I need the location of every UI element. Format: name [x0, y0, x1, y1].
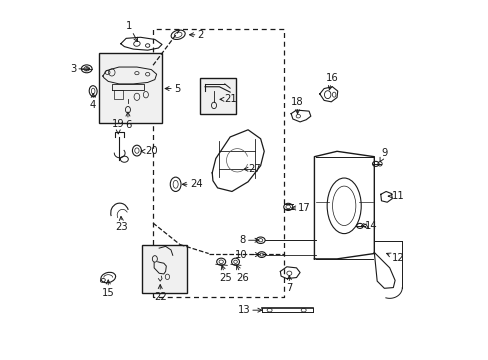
Text: 15: 15	[102, 280, 114, 298]
Text: 27: 27	[244, 164, 261, 174]
Text: 5: 5	[165, 84, 180, 94]
Bar	[113, 90, 122, 99]
Bar	[99, 53, 162, 123]
Text: 1: 1	[125, 21, 137, 42]
Bar	[199, 78, 235, 114]
Bar	[99, 53, 162, 123]
Text: 2: 2	[189, 30, 203, 40]
Text: 9: 9	[379, 148, 387, 162]
Text: 10: 10	[235, 249, 259, 260]
Text: 22: 22	[154, 285, 166, 302]
Text: 11: 11	[387, 191, 404, 201]
Text: 18: 18	[291, 97, 303, 114]
Text: 20: 20	[141, 146, 157, 156]
Text: 23: 23	[115, 216, 128, 232]
Text: 26: 26	[236, 265, 248, 283]
Text: 21: 21	[220, 94, 237, 104]
Text: 25: 25	[219, 265, 232, 283]
Text: 24: 24	[182, 179, 202, 189]
Text: 13: 13	[237, 305, 261, 315]
Text: 19: 19	[112, 120, 124, 134]
Bar	[142, 244, 187, 293]
Text: 7: 7	[285, 276, 292, 293]
Text: 12: 12	[386, 253, 404, 263]
Text: 8: 8	[239, 235, 259, 245]
Text: 17: 17	[291, 203, 310, 213]
Text: 14: 14	[361, 221, 376, 231]
Text: 16: 16	[325, 73, 338, 90]
Text: 6: 6	[124, 112, 131, 130]
Text: 4: 4	[90, 94, 96, 111]
Text: 3: 3	[70, 64, 89, 74]
Bar	[142, 244, 187, 293]
Bar	[199, 78, 235, 114]
